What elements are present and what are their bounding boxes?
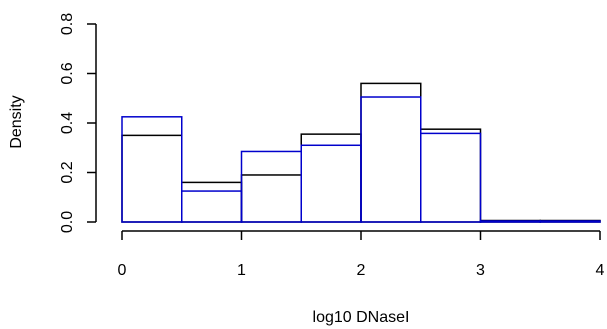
x-tick-label: 2 — [357, 262, 366, 279]
y-axis-label: Density — [8, 95, 25, 148]
x-tick-label: 0 — [118, 262, 127, 279]
y-tick-label: 0.8 — [59, 13, 76, 35]
black-bar-5 — [360, 82, 422, 223]
x-tick-label: 4 — [596, 262, 605, 279]
y-tick-label: 0.0 — [59, 211, 76, 233]
blue-bar-5 — [360, 96, 422, 223]
y-axis-ticks: 0.0 0.2 0.4 0.6 0.8 — [59, 13, 96, 233]
x-axis-ticks: 0 1 2 3 4 — [118, 231, 605, 279]
black-bar-2 — [181, 181, 243, 223]
y-tick-label: 0.2 — [59, 161, 76, 183]
black-bar-1 — [121, 134, 183, 223]
blue-bar-3 — [240, 150, 302, 223]
blue-bar-6 — [420, 132, 482, 223]
x-tick-label: 1 — [237, 262, 246, 279]
blue-bar-7 — [479, 220, 541, 223]
x-axis-label: log10 DNaseI — [313, 309, 410, 326]
y-tick-label: 0.6 — [59, 62, 76, 84]
blue-bar-2 — [181, 190, 243, 223]
series-blue-bars — [121, 96, 601, 223]
x-tick-label: 3 — [476, 262, 485, 279]
black-bar-3 — [240, 174, 302, 223]
black-bar-4 — [300, 133, 362, 223]
blue-bar-1 — [121, 116, 183, 223]
y-tick-label: 0.4 — [59, 112, 76, 134]
blue-bar-8 — [539, 220, 601, 223]
blue-bar-4 — [300, 144, 362, 223]
black-bar-6 — [420, 128, 482, 223]
